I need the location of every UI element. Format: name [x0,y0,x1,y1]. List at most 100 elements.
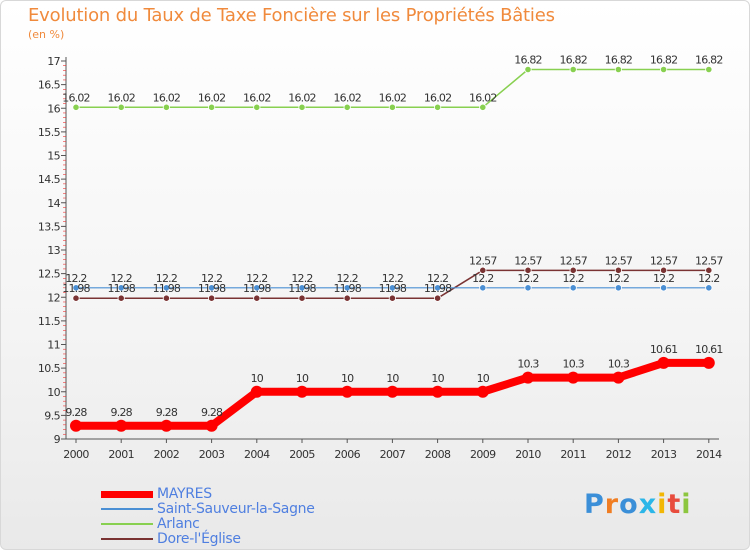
point-saint-sauveur-la-sagne [298,284,306,292]
data-label-mayres: 9.28 [111,406,133,419]
point-saint-sauveur-la-sagne [343,284,351,292]
data-label-saint-sauveur-la-sagne: 12.2 [472,272,493,285]
data-label-saint-sauveur-la-sagne: 12.2 [427,272,448,285]
data-label-mayres: 10.3 [608,358,630,371]
data-label-mayres: 9.28 [65,406,87,419]
logo-letter: i [657,489,668,520]
data-label-dore-l-eglise: 11.98 [333,282,361,295]
point-saint-sauveur-la-sagne [208,284,216,292]
proxiti-logo: Proxiti [584,489,692,520]
data-label-saint-sauveur-la-sagne: 12.2 [698,272,719,285]
point-mayres [160,419,173,432]
data-label-saint-sauveur-la-sagne: 12.2 [337,272,358,285]
point-dore-l-eglise [208,294,216,302]
y-tick-label: 9 [54,433,61,446]
point-saint-sauveur-la-sagne [72,284,80,292]
data-label-saint-sauveur-la-sagne: 12.2 [563,272,584,285]
y-tick-label: 9.5 [44,409,60,422]
point-arlanc [298,103,306,111]
data-label-arlanc: 16.02 [243,91,271,104]
point-dore-l-eglise [388,294,396,302]
data-label-mayres: 10 [296,372,309,385]
point-mayres [612,371,625,384]
y-tick-label: 14 [47,197,60,210]
data-label-arlanc: 16.02 [288,91,316,104]
point-arlanc [614,65,623,74]
data-label-mayres: 10.61 [695,343,723,356]
x-axis-ticks: 2000 2001 2002 2003 2004 2005 2006 2007 2008 2009… [63,439,723,461]
data-label-dore-l-eglise: 12.57 [695,254,723,267]
data-label-saint-sauveur-la-sagne: 12.2 [517,272,538,285]
data-label-arlanc: 16.02 [62,91,90,104]
data-label-dore-l-eglise: 11.98 [379,282,407,295]
legend-label-arlanc: Arlanc [157,516,200,532]
x-tick-label: 2006 [334,448,360,461]
data-label-dore-l-eglise: 11.98 [62,282,90,295]
point-arlanc [479,103,487,111]
point-mayres [657,356,670,369]
point-mayres [522,371,534,384]
x-tick-label: 2009 [470,448,496,461]
x-tick-label: 2012 [606,448,632,461]
chart-subtitle: (en %) [28,28,65,41]
x-tick-label: 2005 [289,448,315,461]
x-tick-label: 2010 [515,448,541,461]
point-saint-sauveur-la-sagne [614,284,623,292]
data-label-arlanc: 16.82 [605,54,633,67]
data-label-mayres: 9.28 [201,406,223,419]
point-mayres [341,385,354,398]
y-tick-label: 13 [47,244,60,257]
point-dore-l-eglise [343,294,351,302]
point-arlanc [388,103,396,111]
point-dore-l-eglise [705,266,713,274]
data-label-dore-l-eglise: 11.98 [107,282,135,295]
x-tick-label: 2011 [560,448,586,461]
logo-letter: r [604,489,620,520]
y-tick-label: 16 [47,102,60,115]
point-arlanc [569,65,577,74]
data-label-mayres: 10.3 [517,358,539,371]
point-mayres [431,385,444,398]
point-saint-sauveur-la-sagne [569,284,577,292]
logo-letter: x [638,489,658,520]
data-label-mayres: 10 [431,372,444,385]
point-arlanc [343,103,351,111]
data-label-dore-l-eglise: 12.57 [559,254,587,267]
x-tick-label: 2003 [199,448,225,461]
y-tick-label: 11 [47,339,60,352]
data-label-mayres: 10.3 [563,358,585,371]
data-label-mayres: 10 [341,372,354,385]
point-arlanc [524,65,532,74]
data-label-arlanc: 16.02 [107,91,135,104]
data-label-saint-sauveur-la-sagne: 12.2 [156,272,177,285]
data-label-dore-l-eglise: 11.98 [153,282,181,295]
point-dore-l-eglise [72,294,80,302]
x-tick-label: 2013 [651,448,677,461]
logo-letter: P [584,489,605,520]
point-mayres [386,385,399,398]
data-label-arlanc: 16.02 [379,91,407,104]
point-arlanc [162,103,170,111]
data-label-saint-sauveur-la-sagne: 12.2 [291,272,312,285]
point-mayres [115,419,128,432]
data-label-arlanc: 16.02 [424,91,452,104]
point-saint-sauveur-la-sagne [253,284,261,292]
x-tick-label: 2008 [425,448,451,461]
data-labels: 9.28 9.28 9.28 9.28 10 10 10 10 10 10 10.3 10.3 10.3… [62,54,724,419]
point-arlanc [433,103,442,111]
data-label-mayres: 10 [477,372,490,385]
point-saint-sauveur-la-sagne [659,284,668,292]
point-saint-sauveur-la-sagne [117,284,125,292]
data-label-dore-l-eglise: 12.57 [514,254,542,267]
legend-swatch-mayres [101,491,153,498]
logo-letter: o [619,489,639,520]
y-tick-label: 12 [47,291,60,304]
data-label-dore-l-eglise: 12.57 [650,254,678,267]
x-tick-label: 2014 [696,448,722,461]
data-label-mayres: 10 [251,372,264,385]
point-dore-l-eglise [253,294,261,302]
point-dore-l-eglise [659,266,668,274]
x-tick-label: 2000 [63,448,89,461]
point-dore-l-eglise [162,294,170,302]
